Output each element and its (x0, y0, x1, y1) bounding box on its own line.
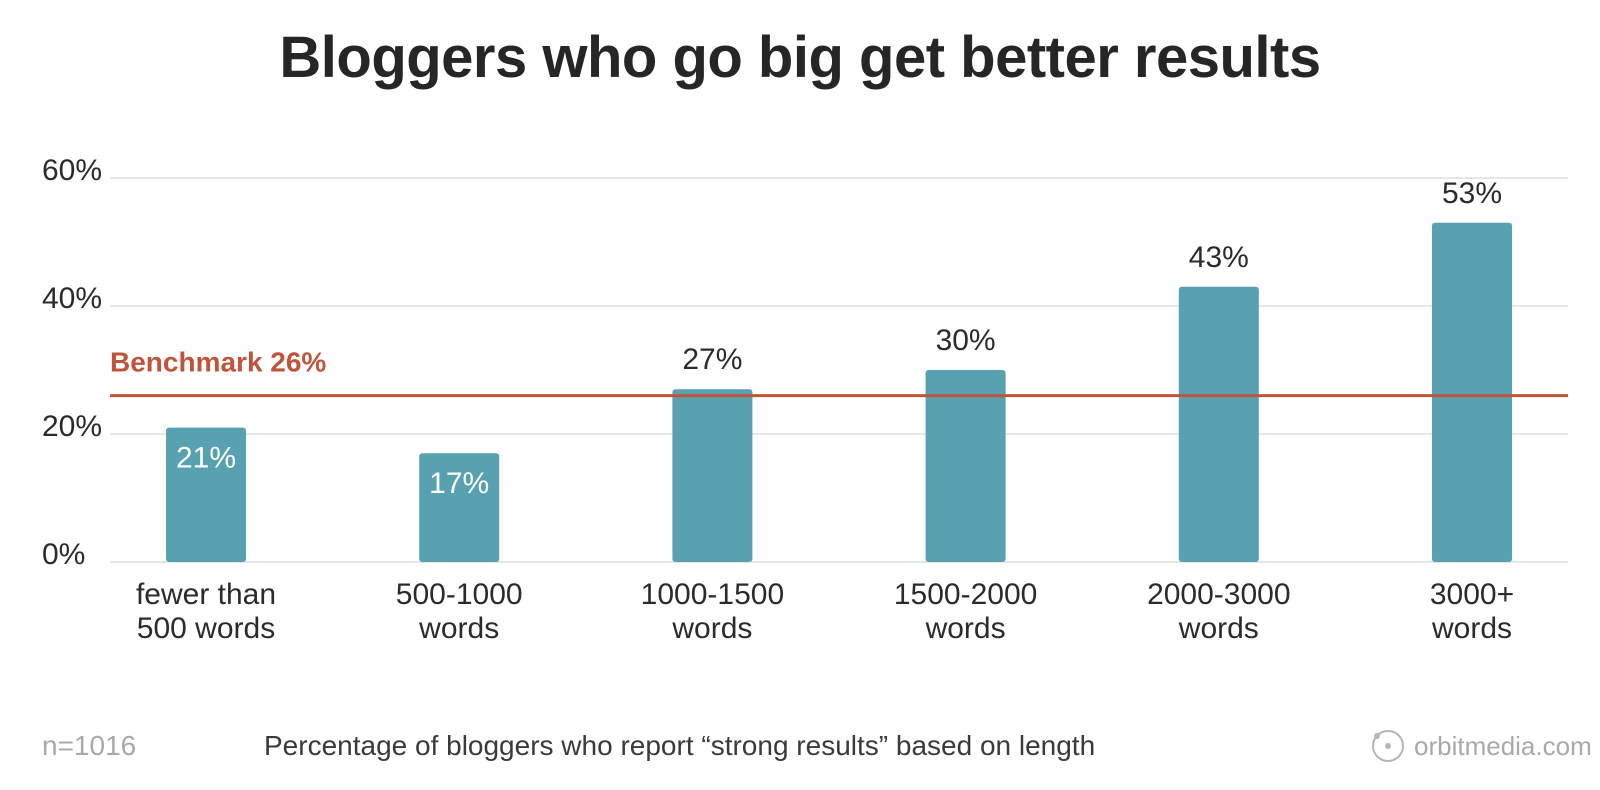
bar-value-label: 30% (936, 324, 996, 357)
chart-caption: Percentage of bloggers who report “stron… (264, 730, 1096, 761)
bar-value-label: 17% (429, 467, 489, 500)
bar (419, 453, 500, 562)
bar-value-label: 21% (176, 442, 236, 475)
y-axis-tick-labels: 0% 20% 40% 60% (42, 154, 102, 571)
x-tick-label: 1000-1500 (641, 578, 784, 611)
benchmark-label: Benchmark 26% (110, 347, 326, 378)
x-tick-label: words (925, 612, 1006, 645)
x-tick-label: 1500-2000 (894, 578, 1037, 611)
benchmark: Benchmark 26% (110, 347, 1568, 398)
y-tick-label: 20% (42, 410, 102, 443)
y-tick-label: 40% (42, 282, 102, 315)
chart-title: Bloggers who go big get better results (279, 25, 1321, 90)
bar-value-label: 43% (1189, 241, 1249, 274)
x-tick-label: 3000+ (1430, 578, 1514, 611)
bar-value-label: 53% (1442, 177, 1502, 210)
bar-value-labels: 21% 17% 27% 30% 43% 53% (176, 177, 1502, 500)
bar-value-label: 27% (682, 343, 742, 376)
orbit-logo-icon (1372, 730, 1404, 762)
bar (925, 370, 1006, 562)
y-tick-label: 0% (42, 538, 85, 571)
x-tick-label: 500 words (137, 612, 275, 645)
brand-logo[interactable]: orbitmedia.com (1370, 728, 1592, 764)
x-tick-label: words (1431, 612, 1512, 645)
brand-logo-text: orbitmedia.com (1414, 730, 1592, 761)
x-tick-label: 500-1000 (396, 578, 523, 611)
bars (166, 222, 1512, 563)
bar (166, 427, 246, 562)
x-tick-label: fewer than (136, 578, 276, 611)
grid-lines (110, 177, 1568, 563)
y-tick-label: 60% (42, 154, 102, 187)
x-tick-label: words (1178, 612, 1259, 645)
bar (1178, 286, 1259, 562)
x-tick-label: words (418, 612, 499, 645)
x-tick-label: 2000-3000 (1147, 578, 1290, 611)
sample-size-note: n=1016 (42, 730, 137, 761)
bar (672, 389, 753, 562)
bar (1432, 222, 1512, 563)
x-tick-label: words (671, 612, 752, 645)
